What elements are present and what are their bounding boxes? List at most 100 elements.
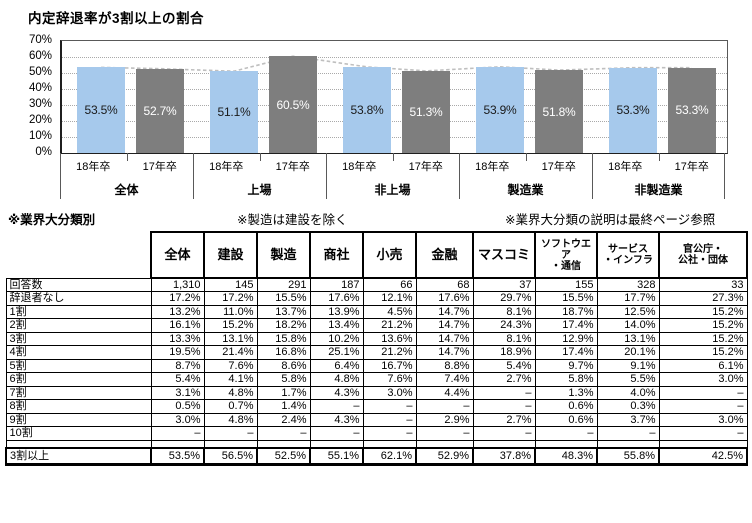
x-series-label: 17年卒: [408, 161, 443, 173]
column-header: 小売: [362, 231, 417, 279]
bar-value-label: 51.1%: [217, 105, 251, 120]
series-tick: [525, 153, 527, 161]
row-label-cell: 5割: [5, 358, 152, 374]
value-cell: –: [362, 412, 417, 428]
y-tick-label: 30%: [28, 98, 52, 110]
x-series-label: 18年卒: [209, 161, 244, 173]
value-cell: 328: [596, 277, 660, 293]
value-cell: 17.7%: [596, 291, 660, 306]
value-cell: 4.8%: [309, 372, 364, 387]
row-label-cell: 6割: [5, 372, 152, 387]
value-cell: 7.4%: [415, 372, 474, 387]
chart-bar-18年卒-全体: 53.5%: [77, 67, 125, 153]
table-row: 8割 0.5% 0.7% 1.4% – – – –0.6% 0.3% –: [5, 399, 748, 414]
gridline: [62, 73, 727, 74]
value-cell: –: [256, 426, 311, 441]
value-cell: 187: [309, 277, 364, 293]
value-cell: 15.8%: [256, 331, 311, 347]
value-cell: 18.7%: [534, 304, 598, 320]
table-row: 3割 13.3% 13.1% 15.8% 10.2% 13.6% 14.7% 8.1% 12.9…: [5, 331, 748, 347]
summary-row: 3割以上 53.5% 56.5% 52.5% 55.1% 62.1% 52.9% 37.8% 4…: [5, 447, 748, 466]
value-cell: 8.8%: [415, 358, 474, 374]
x-series-label: 17年卒: [541, 161, 576, 173]
value-cell: 0.6%: [534, 412, 598, 428]
chart-bar-17年卒-製造業: 51.8%: [535, 70, 583, 153]
column-header: 商社: [309, 231, 364, 279]
table-row: 1割 13.2% 11.0% 13.7% 13.9% 4.5% 14.7% 8.1% 18.7%…: [5, 304, 748, 320]
spacer-cell: [203, 439, 258, 449]
table-row: 9割 3.0% 4.8% 2.4% 4.3% –2.9% 2.7% 0.6% 3.7% 3.0%: [5, 412, 748, 428]
value-cell: 5.8%: [534, 372, 598, 387]
value-cell: 13.1%: [596, 331, 660, 347]
value-cell: 17.6%: [415, 291, 474, 306]
column-header: ソフトウエア ・通信: [534, 231, 598, 279]
spacer-cell: [415, 439, 474, 449]
spacer-cell: [5, 439, 152, 449]
value-cell: –: [658, 426, 748, 441]
bar-value-label: 53.3%: [616, 103, 650, 118]
summary-value-cell: 52.9%: [415, 447, 474, 466]
chart-bar-18年卒-非製造業: 53.3%: [609, 67, 657, 153]
spacer-cell: [309, 439, 364, 449]
value-cell: 21.2%: [362, 318, 417, 333]
value-cell: 6.1%: [658, 358, 748, 374]
value-cell: 13.2%: [150, 304, 205, 320]
value-cell: –: [472, 385, 536, 401]
value-cell: 8.1%: [472, 331, 536, 347]
value-cell: 1.3%: [534, 385, 598, 401]
value-cell: 5.4%: [150, 372, 205, 387]
value-cell: 6.4%: [309, 358, 364, 374]
summary-value-cell: 42.5%: [658, 447, 748, 466]
summary-label-cell: 3割以上: [5, 447, 152, 466]
chart-bar-18年卒-非上場: 53.8%: [343, 66, 391, 153]
value-cell: 4.5%: [362, 304, 417, 320]
table-row: 10割 – – – – – – – – – –: [5, 426, 748, 441]
value-cell: 19.5%: [150, 345, 205, 360]
row-label-cell: 1割: [5, 304, 152, 320]
column-header: マスコミ: [472, 231, 536, 279]
value-cell: 0.7%: [203, 399, 258, 414]
x-group-label: 上場: [247, 183, 272, 197]
value-cell: 3.0%: [150, 412, 205, 428]
value-cell: 13.6%: [362, 331, 417, 347]
value-cell: –: [150, 426, 205, 441]
series-tick: [658, 153, 660, 161]
bar-value-label: 53.9%: [483, 102, 517, 117]
series-tick: [126, 153, 128, 161]
industry-table-wrapper: 全体 建設 製造 商社 小売 金融 マスコミ ソフトウエア ・通信 サービス ・インフラ 官公庁・…: [5, 231, 748, 466]
value-cell: 3.0%: [658, 372, 748, 387]
x-series-label: 17年卒: [674, 161, 709, 173]
x-series-label: 18年卒: [608, 161, 643, 173]
value-cell: 14.0%: [596, 318, 660, 333]
value-cell: 21.4%: [203, 345, 258, 360]
spacer-cell: [534, 439, 598, 449]
summary-value-cell: 62.1%: [362, 447, 417, 466]
value-cell: 17.6%: [309, 291, 364, 306]
table-row: 2割 16.1% 15.2% 18.2% 13.4% 21.2% 14.7% 24.3% 17.…: [5, 318, 748, 333]
value-cell: 15.5%: [256, 291, 311, 306]
summary-value-cell: 55.1%: [309, 447, 364, 466]
value-cell: 17.2%: [203, 291, 258, 306]
value-cell: 13.1%: [203, 331, 258, 347]
value-cell: 29.7%: [472, 291, 536, 306]
category-separator: [60, 153, 61, 199]
bar-chart-plot-area: 53.5% 52.7% 51.1% 60.5% 53.8% 51.3% 53.9% 51.8%…: [60, 40, 728, 154]
category-separator: [592, 153, 593, 199]
value-cell: 13.4%: [309, 318, 364, 333]
chart-bar-18年卒-製造業: 53.9%: [476, 66, 524, 153]
row-label-cell: 10割: [5, 426, 152, 441]
chart-bar-17年卒-上場: 60.5%: [269, 56, 317, 153]
value-cell: 33: [658, 277, 748, 293]
x-series-label: 18年卒: [76, 161, 111, 173]
value-cell: 3.7%: [596, 412, 660, 428]
table-row: 回答数 1,310 145 291 187 66 68 37 155 328 33: [5, 277, 748, 293]
value-cell: 66: [362, 277, 417, 293]
value-cell: 7.6%: [362, 372, 417, 387]
chart-bar-18年卒-上場: 51.1%: [210, 71, 258, 153]
value-cell: –: [415, 426, 474, 441]
table-corner-cell: [6, 232, 151, 278]
value-cell: 5.5%: [596, 372, 660, 387]
value-cell: 12.1%: [362, 291, 417, 306]
bar-value-label: 53.5%: [84, 103, 118, 118]
column-header: 製造: [256, 231, 311, 279]
